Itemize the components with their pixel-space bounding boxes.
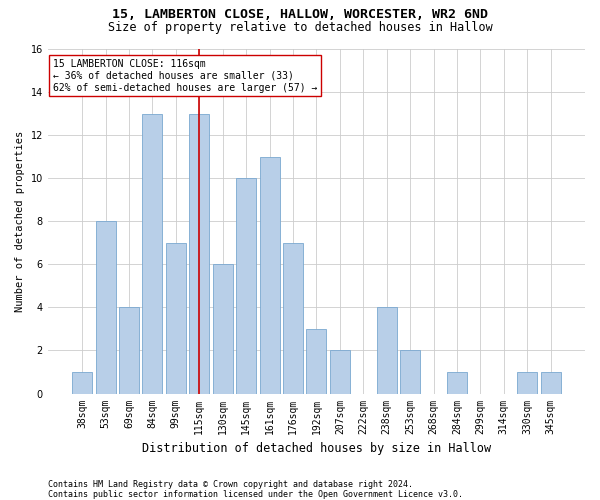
Bar xyxy=(541,372,560,394)
Bar xyxy=(517,372,537,394)
Bar xyxy=(236,178,256,394)
Text: 15, LAMBERTON CLOSE, HALLOW, WORCESTER, WR2 6ND: 15, LAMBERTON CLOSE, HALLOW, WORCESTER, … xyxy=(112,8,488,20)
Text: Size of property relative to detached houses in Hallow: Size of property relative to detached ho… xyxy=(107,21,493,34)
Bar xyxy=(166,243,186,394)
Bar xyxy=(72,372,92,394)
Bar xyxy=(260,156,280,394)
Bar xyxy=(95,222,116,394)
Bar xyxy=(330,350,350,394)
Text: Contains HM Land Registry data © Crown copyright and database right 2024.: Contains HM Land Registry data © Crown c… xyxy=(48,480,413,489)
Bar xyxy=(119,308,139,394)
Text: Contains public sector information licensed under the Open Government Licence v3: Contains public sector information licen… xyxy=(48,490,463,499)
Text: 15 LAMBERTON CLOSE: 116sqm
← 36% of detached houses are smaller (33)
62% of semi: 15 LAMBERTON CLOSE: 116sqm ← 36% of deta… xyxy=(53,60,317,92)
Bar xyxy=(447,372,467,394)
X-axis label: Distribution of detached houses by size in Hallow: Distribution of detached houses by size … xyxy=(142,442,491,455)
Bar xyxy=(190,114,209,394)
Bar xyxy=(213,264,233,394)
Bar xyxy=(283,243,303,394)
Bar xyxy=(307,329,326,394)
Y-axis label: Number of detached properties: Number of detached properties xyxy=(15,130,25,312)
Bar xyxy=(142,114,163,394)
Bar xyxy=(400,350,420,394)
Bar xyxy=(377,308,397,394)
